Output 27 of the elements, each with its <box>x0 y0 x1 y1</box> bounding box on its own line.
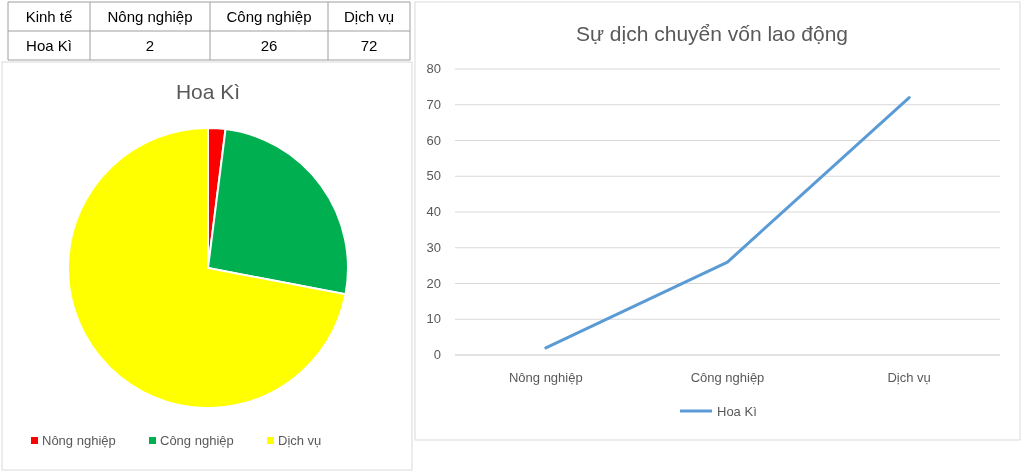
category-label: Dịch vụ <box>343 8 395 25</box>
pie-slice <box>67 127 347 409</box>
data-label: 26 <box>260 37 278 54</box>
x-tick-label: Công nghiệp <box>690 370 765 385</box>
text: Kinh tế <box>25 8 74 25</box>
y-tick-label: 70 <box>426 96 441 112</box>
x-tick-label: Nông nghiệp <box>508 370 583 385</box>
legend-label: Công nghiệp <box>160 433 234 448</box>
y-tick-label: 50 <box>426 168 441 184</box>
y-tick-label: 10 <box>426 311 441 327</box>
chart-title: Hoa Kì <box>175 80 241 103</box>
x-tick-label: Dịch vụ <box>887 370 931 385</box>
y-tick-label: 40 <box>426 204 441 219</box>
y-tick-label: 30 <box>426 239 441 255</box>
y-tick-label: 60 <box>426 132 441 148</box>
y-tick-label: 20 <box>426 275 441 291</box>
category-label: Nông nghiệp <box>107 8 193 25</box>
category-label: Công nghiệp <box>226 8 312 25</box>
chart-title: Sự dịch chuyển vốn lao động <box>575 22 849 45</box>
legend-label: Dịch vụ <box>278 433 322 448</box>
data-label: 2 <box>145 37 155 54</box>
y-tick-label: 0 <box>433 347 441 362</box>
legend-label: Hoa Kì <box>717 404 757 419</box>
y-tick-label: 80 <box>426 61 441 76</box>
data-label: 72 <box>360 37 378 54</box>
text: Hoa Kì <box>26 37 72 54</box>
legend-label: Nông nghiệp <box>42 433 116 448</box>
